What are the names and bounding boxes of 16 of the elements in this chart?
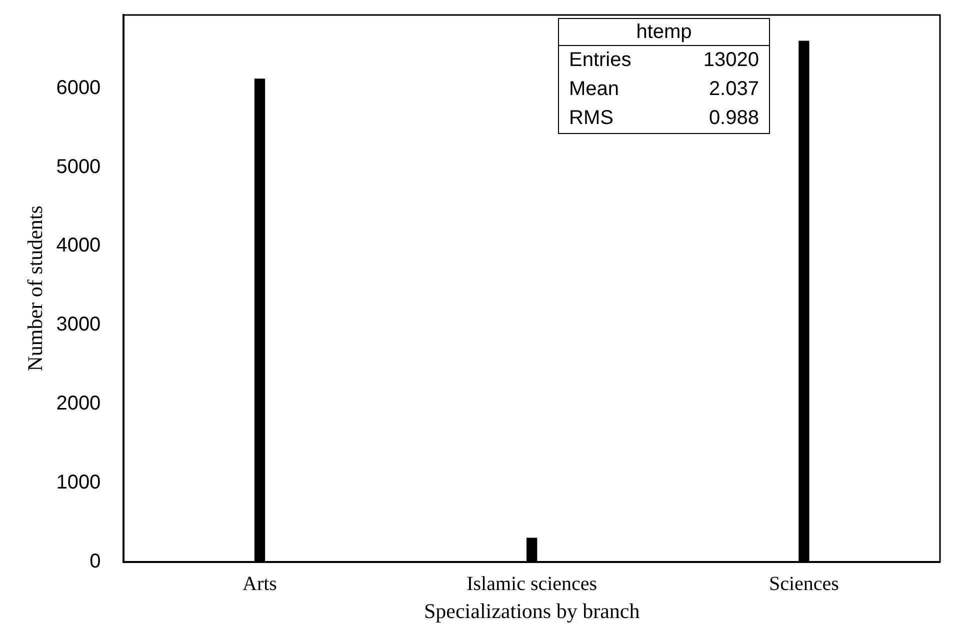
x-tick-label: Arts: [242, 573, 278, 596]
text: RMS 0.988: [569, 107, 759, 129]
text: Mean 2.037: [569, 78, 759, 100]
annotation: htemp: [559, 19, 769, 46]
y-axis-title: Number of students: [23, 206, 48, 372]
y-tick-label: 2000: [56, 392, 101, 415]
y-tick-label: 1000: [56, 471, 101, 494]
y-tick-label: 4000: [56, 234, 101, 257]
text: Entries 13020: [569, 49, 759, 71]
x-tick-label: Sciences: [768, 573, 840, 596]
y-tick-label: 3000: [56, 314, 101, 336]
x-tick-label: Islamic sciences: [466, 573, 598, 596]
y-tick-label: 0: [90, 550, 101, 572]
y-tick-label: 6000: [56, 76, 101, 99]
y-tick-label: 5000: [56, 156, 101, 178]
x-axis-title: Specializations by branch: [424, 598, 640, 623]
